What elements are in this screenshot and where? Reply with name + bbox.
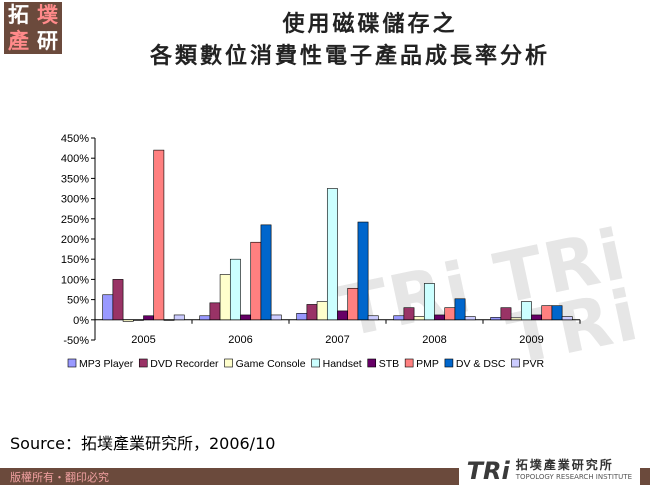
legend-swatch bbox=[444, 358, 454, 368]
bar bbox=[270, 314, 282, 321]
bar bbox=[306, 304, 318, 321]
bar bbox=[531, 314, 543, 321]
legend-label: DV & DSC bbox=[456, 358, 506, 370]
bar bbox=[454, 298, 466, 321]
bar bbox=[337, 310, 349, 321]
bar bbox=[434, 314, 446, 321]
bar bbox=[199, 315, 211, 321]
bar bbox=[143, 315, 155, 321]
bar-chart: -50% 0% 50% 100% 150% 200% 250% 300% 350% 400% 450… bbox=[61, 133, 581, 370]
bar bbox=[490, 317, 502, 321]
y-tick-label: 400% bbox=[61, 153, 89, 165]
y-tick-label: 100% bbox=[61, 274, 89, 286]
legend-label: Handset bbox=[323, 358, 362, 370]
copyright-text: 版權所有・翻印必究 bbox=[10, 471, 109, 484]
legend-label: Game Console bbox=[236, 358, 306, 370]
bar bbox=[250, 241, 262, 321]
bar bbox=[209, 302, 221, 321]
bar bbox=[132, 319, 144, 321]
y-tick-label: 150% bbox=[61, 254, 89, 266]
bar bbox=[561, 316, 573, 321]
bar bbox=[403, 307, 415, 321]
logo-char: 研 bbox=[37, 29, 58, 53]
legend-swatch bbox=[404, 358, 414, 368]
y-tick-label: -50% bbox=[63, 335, 89, 347]
bar bbox=[326, 188, 338, 321]
legend-label: STB bbox=[379, 358, 399, 370]
bar bbox=[163, 319, 175, 321]
logo-char: 產 bbox=[8, 29, 29, 53]
legend-label: DVD Recorder bbox=[150, 358, 219, 370]
legend-swatch bbox=[511, 358, 520, 368]
logo: 拓 墣 產 研 bbox=[4, 2, 62, 54]
title-line-1: 使用磁碟儲存之 bbox=[282, 11, 458, 37]
title-line-2: 各類數位消費性電子產品成長率分析 bbox=[149, 43, 550, 69]
bar bbox=[153, 149, 165, 321]
bar bbox=[347, 287, 359, 321]
x-tick-label: 2006 bbox=[228, 334, 252, 346]
bar bbox=[510, 317, 522, 321]
page-title: 使用磁碟儲存之 各類數位消費性電子產品成長率分析 bbox=[70, 8, 630, 72]
bar bbox=[229, 258, 241, 321]
bar bbox=[357, 221, 369, 321]
bar bbox=[413, 316, 425, 321]
legend-swatch bbox=[224, 358, 233, 368]
legend-swatch bbox=[138, 358, 148, 368]
y-tick-label: 50% bbox=[67, 295, 89, 307]
bar bbox=[423, 283, 435, 321]
legend-swatch bbox=[311, 358, 320, 368]
bar bbox=[464, 316, 476, 321]
bar bbox=[444, 307, 456, 321]
bar bbox=[520, 301, 532, 321]
x-tick-label: 2007 bbox=[325, 334, 349, 346]
x-tick-label: 2009 bbox=[519, 334, 543, 346]
legend-label: PVR bbox=[523, 358, 545, 370]
bar bbox=[173, 314, 185, 321]
bar bbox=[500, 307, 512, 321]
bar bbox=[316, 301, 328, 321]
y-tick-label: 450% bbox=[61, 133, 89, 145]
bar bbox=[102, 294, 114, 321]
bar bbox=[541, 305, 553, 321]
brand-mark: TRi bbox=[466, 457, 510, 485]
bar bbox=[296, 313, 308, 321]
legend-swatch bbox=[367, 358, 377, 368]
brand-logo: TRi 拓墣產業研究所 TOPOLOGY RESEARCH INSTITUTE bbox=[458, 456, 640, 486]
y-tick-label: 350% bbox=[61, 173, 89, 185]
source-note: Source：拓墣產業研究所，2006/10 bbox=[10, 434, 276, 453]
logo-char: 墣 bbox=[37, 3, 58, 27]
bar bbox=[260, 224, 272, 321]
bar bbox=[219, 274, 231, 321]
bar bbox=[112, 279, 124, 321]
y-tick-label: 200% bbox=[61, 234, 89, 246]
brand-name-en: TOPOLOGY RESEARCH INSTITUTE bbox=[515, 473, 632, 481]
legend-label: MP3 Player bbox=[79, 358, 134, 370]
y-tick-label: 0% bbox=[73, 315, 89, 327]
brand-name-zh: 拓墣產業研究所 bbox=[515, 458, 614, 472]
bar bbox=[551, 305, 563, 321]
bar bbox=[367, 315, 379, 321]
logo-char: 拓 bbox=[8, 3, 29, 27]
bar bbox=[122, 319, 134, 322]
x-tick-label: 2008 bbox=[422, 334, 446, 346]
y-tick-label: 300% bbox=[61, 194, 89, 206]
legend-swatch bbox=[67, 358, 77, 368]
bar bbox=[393, 315, 405, 321]
legend-label: PMP bbox=[416, 358, 439, 370]
bar bbox=[240, 314, 252, 321]
y-tick-label: 250% bbox=[61, 214, 89, 226]
x-tick-label: 2005 bbox=[131, 334, 155, 346]
